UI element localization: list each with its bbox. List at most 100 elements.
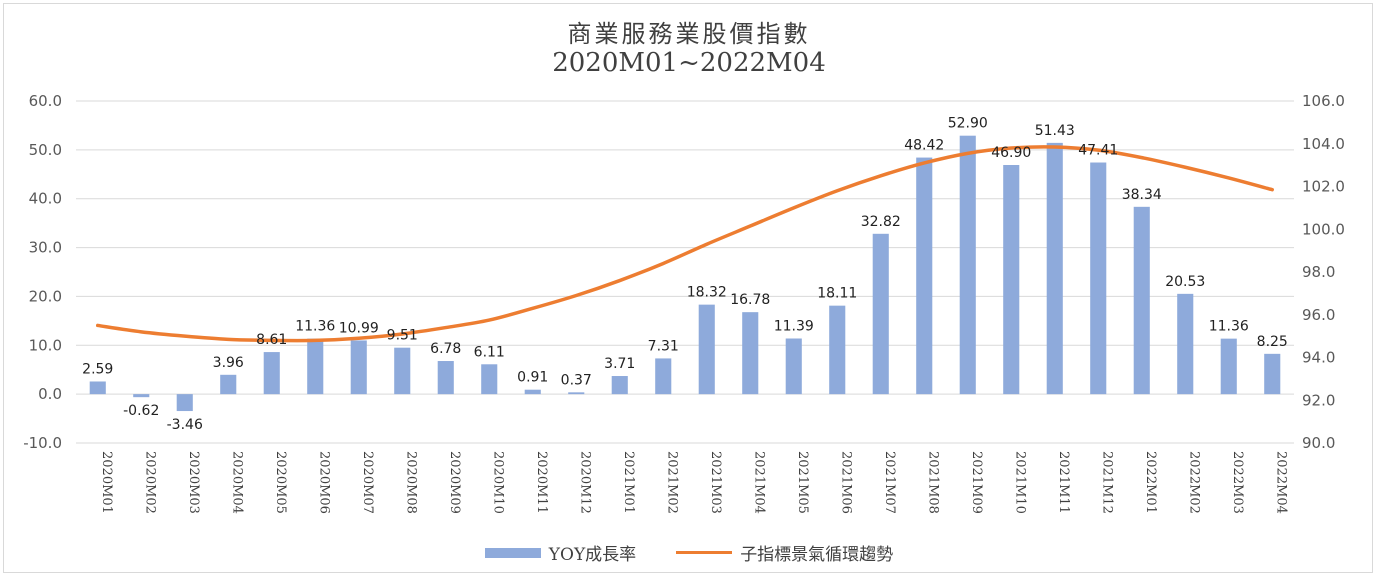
data-label: 11.36 [295,319,335,335]
x-tick-label: 2021M11 [1056,451,1071,514]
bar [524,389,541,395]
bar [263,352,280,395]
y-right-tick-label: 96.0 [1302,306,1335,324]
chart-subtitle: 2020M01~2022M04 [552,48,826,78]
x-tick-label: 2021M05 [795,451,810,514]
legend-swatch-line [676,551,733,554]
y-left-tick-label: 60.0 [29,92,62,110]
y-left-tick-label: 40.0 [29,190,62,208]
data-label: 52.90 [948,116,988,132]
data-label: -3.46 [167,417,203,433]
legend-swatch-bar [484,547,541,558]
legend-item-bar[interactable]: YOY成長率 [484,540,637,565]
x-tick-label: 2020M05 [273,451,288,514]
data-label: 6.11 [474,344,505,360]
chart-frame [3,3,1373,573]
x-tick-label: 2021M08 [925,451,940,514]
bar [220,374,237,395]
bar [481,364,498,395]
bar [1046,142,1063,395]
bar [742,312,759,395]
y-right-tick-label: 100.0 [1302,220,1345,238]
trend-line [96,145,1274,343]
x-tick-label: 2022M01 [1143,451,1158,514]
x-tick-label: 2021M06 [838,451,853,514]
data-label: 11.39 [774,318,814,334]
x-tick-label: 2020M02 [142,451,157,514]
bar [655,358,672,395]
bar [1133,206,1150,395]
data-label: 0.91 [517,370,548,386]
x-tick-label: 2021M12 [1099,451,1114,514]
data-label: 8.25 [1257,334,1288,350]
bar [611,376,628,395]
legend-label-bar: YOY成長率 [548,545,637,565]
bar [698,304,715,395]
data-label: 3.71 [604,356,635,372]
x-tick-label: 2021M09 [969,451,984,514]
data-label: 8.61 [256,332,287,348]
data-label: 10.99 [339,320,379,336]
y-right-tick-label: 104.0 [1302,135,1345,153]
bar [785,338,802,395]
x-tick-label: 2021M02 [664,451,679,514]
y-right-tick-label: 98.0 [1302,263,1335,281]
data-label: 18.11 [817,286,857,302]
legend: YOY成長率 子指標景氣循環趨勢 [0,540,1378,565]
bar [568,392,585,395]
bar [89,381,106,395]
x-tick-label: 2021M03 [708,451,723,514]
data-label: -0.62 [123,403,159,419]
data-label: 20.53 [1165,274,1205,290]
x-tick-label: 2020M10 [490,451,505,514]
y-right-tick-label: 94.0 [1302,349,1335,367]
bar [916,157,933,395]
bar [437,361,454,395]
x-tick-label: 2020M06 [316,451,331,514]
x-tick-label: 2021M07 [882,451,897,514]
data-label: 9.51 [387,328,418,344]
x-tick-label: 2020M12 [577,451,592,514]
bar [872,233,889,395]
data-label: 51.43 [1035,123,1075,139]
x-tick-label: 2021M01 [621,451,636,514]
data-label: 32.82 [861,214,901,230]
bar [1177,293,1194,395]
bar [394,347,411,395]
y-left-tick-label: 30.0 [29,239,62,257]
data-label: 16.78 [730,292,770,308]
bar [1220,338,1237,395]
y-right-tick-label: 102.0 [1302,178,1345,196]
y-left-tick-label: 20.0 [29,287,62,305]
bar [1090,162,1107,395]
data-label: 38.34 [1122,187,1162,203]
x-tick-label: 2022M02 [1186,451,1201,514]
y-right-tick-label: 90.0 [1302,434,1335,452]
x-tick-label: 2020M07 [360,451,375,514]
data-label: 7.31 [648,338,679,354]
bar [350,340,367,395]
x-tick-label: 2022M03 [1230,451,1245,514]
legend-item-line[interactable]: 子指標景氣循環趨勢 [676,540,893,565]
y-left-tick-label: -10.0 [23,434,62,452]
x-tick-label: 2020M08 [403,451,418,514]
data-label: 48.42 [904,138,944,154]
bar [959,135,976,395]
legend-label-line: 子指標景氣循環趨勢 [740,545,894,565]
data-label: 18.32 [687,285,727,301]
bar [829,305,846,395]
y-left-tick-label: 50.0 [29,141,62,159]
x-tick-label: 2021M04 [751,451,766,514]
data-label: 2.59 [82,361,113,377]
y-right-tick-label: 92.0 [1302,391,1335,409]
data-label: 3.96 [213,355,244,371]
bar [307,338,324,395]
x-tick-label: 2020M03 [186,451,201,514]
y-right-tick-label: 106.0 [1302,92,1345,110]
x-tick-label: 2021M10 [1012,451,1027,514]
x-tick-label: 2020M01 [99,451,114,514]
data-label: 6.78 [430,341,461,357]
x-tick-label: 2020M04 [229,451,244,514]
bar [1264,353,1281,395]
